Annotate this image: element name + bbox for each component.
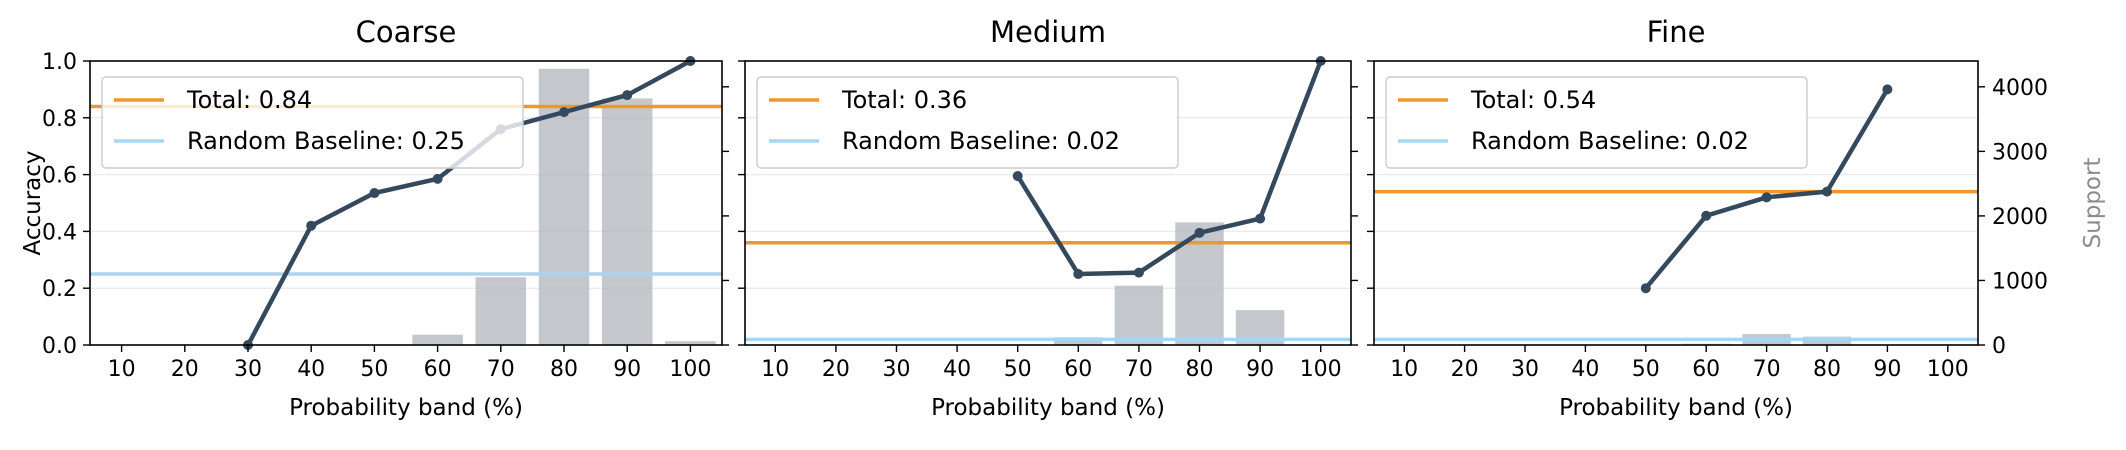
accuracy-point — [369, 188, 380, 199]
accuracy-point — [1882, 84, 1893, 95]
legend-label-baseline: Random Baseline: 0.02 — [842, 127, 1120, 155]
x-tick-label: 90 — [1246, 357, 1274, 382]
x-axis-label: Probability band (%) — [1559, 395, 1793, 421]
support-bar — [1175, 222, 1224, 345]
x-tick-label: 10 — [761, 357, 789, 382]
panel-medium: 10 20 30 40 50 60 70 80 90 100 Probability band (%… — [738, 15, 1358, 421]
support-bar — [601, 98, 653, 345]
accuracy-point — [1701, 210, 1712, 221]
x-tick-label: 100 — [669, 357, 711, 382]
accuracy-point — [306, 220, 317, 231]
support-bar — [412, 334, 463, 345]
x-tick-label: 30 — [883, 357, 911, 382]
y-tick-label: 0.4 — [42, 220, 77, 245]
x-tick-label: 40 — [1571, 357, 1599, 382]
panel-title: Fine — [1647, 15, 1706, 49]
y-axis-label: Accuracy — [20, 150, 46, 255]
support-axis-label: Support — [2080, 158, 2106, 249]
x-tick-label: 20 — [171, 357, 199, 382]
x-tick-label: 20 — [1451, 357, 1479, 382]
x-tick-label: 60 — [1692, 357, 1720, 382]
x-tick-label: 50 — [360, 357, 388, 382]
x-tick-label: 40 — [943, 357, 971, 382]
panel-fine: 10 20 30 40 50 60 70 80 90 100 Probability band (%… — [1367, 15, 2106, 421]
support-bar — [475, 277, 527, 345]
accuracy-point — [622, 90, 633, 101]
panel-title: Coarse — [356, 15, 457, 49]
plot-frame — [89, 60, 723, 346]
x-tick-label: 60 — [424, 357, 452, 382]
y-tick-label: 0.0 — [42, 334, 77, 359]
x-tick-label: 70 — [1753, 357, 1781, 382]
x-tick-label: 30 — [1511, 357, 1539, 382]
accuracy-point — [432, 173, 443, 184]
accuracy-line — [1015, 60, 1323, 277]
x-tick-label: 20 — [822, 357, 850, 382]
panel-coarse: 10 20 30 40 50 60 70 80 90 100 Probability band (%… — [20, 15, 729, 421]
x-tick-label: 100 — [1300, 357, 1342, 382]
accuracy-point — [559, 107, 569, 118]
x-tick-label: 10 — [108, 357, 136, 382]
y-tick-label: 0.6 — [42, 164, 77, 189]
y-tick-label: 0.8 — [42, 107, 77, 132]
x-tick-label: 100 — [1927, 357, 1969, 382]
support-bar — [1114, 285, 1164, 345]
support-tick-label: 2000 — [1992, 205, 2048, 230]
x-tick-label: 10 — [1390, 357, 1418, 382]
legend-label-baseline: Random Baseline: 0.02 — [1471, 127, 1749, 155]
accuracy-point — [1012, 171, 1023, 182]
support-tick-label: 4000 — [1992, 76, 2048, 101]
x-axis-label: Probability band (%) — [289, 395, 523, 421]
support-bar — [1054, 337, 1103, 345]
x-tick-label: 80 — [1186, 357, 1214, 382]
legend: Total: 0.84 Random Baseline: 0.25 — [101, 76, 524, 169]
x-tick-label: 50 — [1632, 357, 1660, 382]
x-tick-label: 50 — [1004, 357, 1032, 382]
legend-label-total: Total: 0.54 — [1470, 86, 1596, 114]
legend-box — [756, 76, 1179, 169]
panel-title: Medium — [990, 15, 1106, 49]
legend-box — [101, 76, 524, 169]
accuracy-point — [1073, 269, 1084, 279]
accuracy-point — [1822, 186, 1832, 197]
x-tick-label: 60 — [1064, 357, 1092, 382]
accuracy-point — [1640, 283, 1651, 294]
x-tick-label: 80 — [550, 357, 578, 382]
accuracy-point — [1194, 227, 1205, 238]
x-tick-label: 70 — [487, 357, 515, 382]
x-tick-label: 30 — [234, 357, 262, 382]
support-bar — [665, 341, 716, 345]
legend-label-total: Total: 0.84 — [186, 86, 312, 114]
support-tick-label: 0 — [1992, 334, 2006, 359]
accuracy-point — [1133, 267, 1144, 278]
legend: Total: 0.54 Random Baseline: 0.02 — [1385, 76, 1808, 169]
y-tick-label: 1.0 — [42, 50, 77, 75]
plot-frame — [744, 60, 1352, 346]
legend-label-total: Total: 0.36 — [841, 86, 967, 114]
legend-label-baseline: Random Baseline: 0.25 — [187, 127, 465, 155]
plot-frame — [1373, 60, 1979, 346]
accuracy-point — [1761, 192, 1772, 203]
x-tick-label: 80 — [1813, 357, 1841, 382]
x-tick-label: 90 — [613, 357, 641, 382]
y-tick-label: 0.2 — [42, 277, 77, 302]
legend-box — [1385, 76, 1808, 169]
legend: Total: 0.36 Random Baseline: 0.02 — [756, 76, 1179, 169]
x-axis-label: Probability band (%) — [931, 395, 1165, 421]
x-tick-label: 40 — [297, 357, 325, 382]
x-tick-label: 70 — [1125, 357, 1153, 382]
x-tick-label: 90 — [1873, 357, 1901, 382]
accuracy-point — [1255, 213, 1266, 224]
support-tick-label: 3000 — [1992, 140, 2048, 165]
support-tick-label: 1000 — [1992, 269, 2048, 294]
